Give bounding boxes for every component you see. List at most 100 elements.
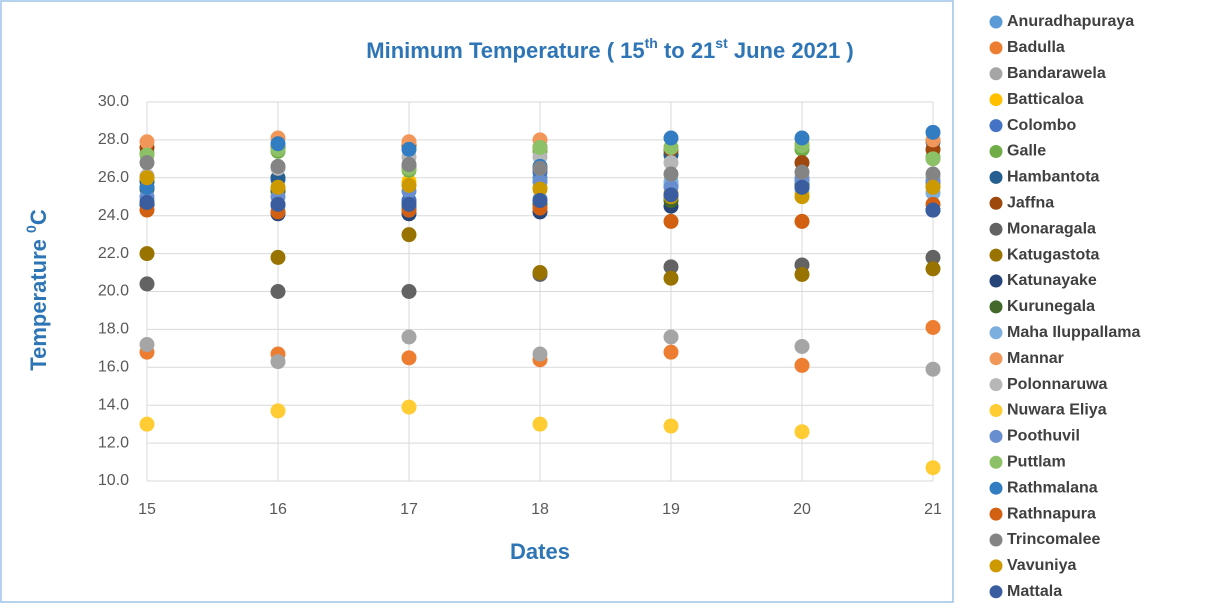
legend-swatch [989,274,1003,288]
point [925,320,941,336]
point [663,418,679,434]
point [270,158,286,174]
point [663,155,679,171]
legend-label: Hambantota [1007,169,1100,186]
point [401,350,417,366]
legend-label: Puttlam [1007,454,1066,471]
point [139,194,155,210]
point [270,136,286,152]
legend-swatch [989,352,1003,366]
legend-label: Colombo [1007,117,1077,134]
legend-label: Katugastota [1007,246,1100,263]
legend-swatch [989,67,1003,81]
point [401,141,417,157]
y-tick-label: 10.0 [98,472,129,489]
y-tick-label: 18.0 [98,321,129,338]
y-axis-label: Temperature 0C [23,209,51,371]
chart-frame [0,0,954,603]
point [925,179,941,195]
legend-swatch [989,533,1003,547]
point [139,276,155,292]
legend-swatch [989,378,1003,392]
point [401,157,417,173]
point [663,166,679,182]
legend-label: Galle [1007,143,1046,160]
point [532,181,548,197]
point [139,170,155,186]
legend-swatch [989,93,1003,107]
point [925,361,941,377]
point [532,160,548,176]
point [925,151,941,167]
point [663,270,679,286]
legend-swatch [989,248,1003,262]
legend-label: Mannar [1007,350,1064,367]
legend-label: Anuradhapuraya [1007,13,1134,30]
point [532,139,548,155]
x-tick-label: 15 [138,501,156,518]
y-tick-label: 12.0 [98,434,129,451]
point [925,460,941,476]
legend-swatch [989,326,1003,340]
point [794,164,810,180]
point [139,155,155,171]
point [270,284,286,299]
point [139,134,155,150]
point [532,193,548,209]
legend-label: Jaffna [1007,195,1054,212]
point [663,259,679,275]
point [401,196,417,212]
point [663,130,679,146]
y-tick-label: 16.0 [98,359,129,376]
x-tick-label: 19 [662,501,680,518]
chart-title: Minimum Temperature ( 15th to 21st June … [366,35,853,63]
x-tick-label: 20 [793,501,811,518]
point [532,416,548,432]
point [663,213,679,229]
legend-label: Monaragala [1007,220,1096,237]
point [794,357,810,373]
legend-label: Katunayake [1007,272,1097,289]
legend-label: Rathmalana [1007,479,1098,496]
legend-swatch [989,145,1003,158]
legend-swatch [989,455,1003,469]
x-tick-label: 21 [924,501,942,518]
point [794,266,810,282]
legend-swatch [989,170,1003,184]
legend-swatch [989,507,1003,521]
x-tick-label: 18 [531,501,549,518]
x-tick-label: 17 [400,501,418,518]
y-tick-label: 26.0 [98,169,129,186]
legend-label: Bandarawela [1007,65,1106,82]
legend-label: Trincomalee [1007,531,1100,548]
point [270,403,286,419]
point [663,344,679,360]
legend-swatch [989,559,1003,573]
legend-swatch [989,15,1003,29]
legend-label: Kurunegala [1007,298,1095,315]
legend-swatch [989,41,1003,55]
point [925,202,941,218]
legend-label: Vavuniya [1007,557,1076,574]
legend-swatch [989,222,1003,236]
point [139,416,155,432]
point [532,346,548,362]
point [532,265,548,281]
legend-swatch [989,429,1003,443]
point [401,329,417,345]
point [925,124,941,140]
legend-label: Poothuvil [1007,428,1080,445]
point [401,227,417,243]
legend-swatch [989,119,1003,133]
x-tick-label: 16 [269,501,287,518]
point [794,179,810,195]
legend-label: Maha Iluppallama [1007,324,1140,341]
point [401,177,417,193]
legend-label: Mattala [1007,583,1062,600]
legend-swatch [989,404,1003,417]
point [794,213,810,229]
point [925,261,941,277]
point [663,329,679,345]
point [139,246,155,262]
